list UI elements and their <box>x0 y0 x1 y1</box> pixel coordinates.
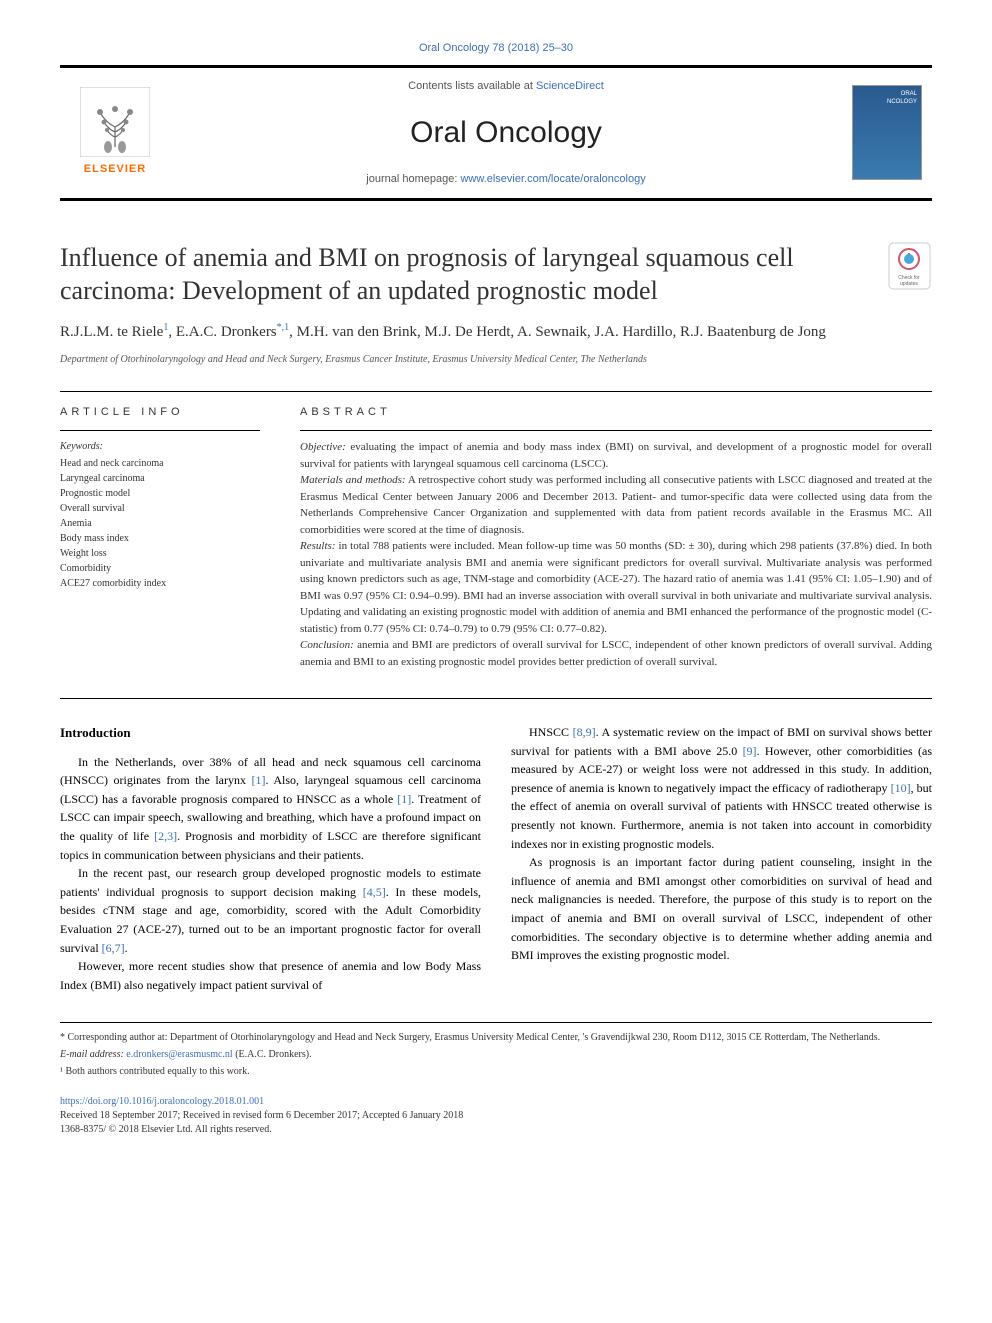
journal-reference: Oral Oncology 78 (2018) 25–30 <box>60 40 932 57</box>
intro-text-left: In the Netherlands, over 38% of all head… <box>60 753 481 995</box>
keyword-item: Head and neck carcinoma <box>60 456 260 471</box>
footnotes: * Corresponding author at: Department of… <box>60 1022 932 1079</box>
journal-cover-thumbnail <box>842 68 932 198</box>
email-link[interactable]: e.dronkers@erasmusmc.nl <box>126 1049 232 1060</box>
abstract-body: Objective: evaluating the impact of anem… <box>300 439 932 670</box>
journal-header: ELSEVIER Contents lists available at Sci… <box>60 65 932 201</box>
email-label: E-mail address: <box>60 1049 126 1060</box>
info-divider <box>60 430 260 431</box>
abstract-divider <box>300 430 932 431</box>
article-info-heading: ARTICLE INFO <box>60 404 260 421</box>
elsevier-text: ELSEVIER <box>84 161 146 178</box>
contents-available-text: Contents lists available at ScienceDirec… <box>170 78 842 95</box>
keyword-item: Prognostic model <box>60 486 260 501</box>
homepage-prefix: journal homepage: <box>366 173 460 185</box>
journal-homepage: journal homepage: www.elsevier.com/locat… <box>170 171 842 188</box>
affiliation: Department of Otorhinolaryngology and He… <box>60 352 932 367</box>
body-columns: Introduction In the Netherlands, over 38… <box>60 723 932 994</box>
keyword-item: Overall survival <box>60 501 260 516</box>
keyword-item: ACE27 comorbidity index <box>60 576 260 591</box>
keywords-label: Keywords: <box>60 439 260 454</box>
homepage-link[interactable]: www.elsevier.com/locate/oraloncology <box>460 173 645 185</box>
elsevier-tree-icon <box>80 87 150 157</box>
journal-title: Oral Oncology <box>170 110 842 155</box>
header-center: Contents lists available at ScienceDirec… <box>170 68 842 198</box>
doi-link[interactable]: https://doi.org/10.1016/j.oraloncology.2… <box>60 1096 264 1107</box>
keyword-item: Comorbidity <box>60 561 260 576</box>
received-dates: Received 18 September 2017; Received in … <box>60 1110 463 1121</box>
column-right: HNSCC [8,9]. A systematic review on the … <box>511 723 932 994</box>
keyword-item: Anemia <box>60 516 260 531</box>
introduction-heading: Introduction <box>60 723 481 743</box>
abstract-heading: ABSTRACT <box>300 404 932 421</box>
copyright: 1368-8375/ © 2018 Elsevier Ltd. All righ… <box>60 1124 272 1135</box>
check-updates-icon[interactable]: Check for updates <box>887 241 932 291</box>
info-abstract-row: ARTICLE INFO Keywords: Head and neck car… <box>60 404 932 671</box>
elsevier-logo: ELSEVIER <box>60 68 170 198</box>
doi-block: https://doi.org/10.1016/j.oraloncology.2… <box>60 1095 932 1137</box>
svg-text:updates: updates <box>900 281 918 287</box>
email-suffix: (E.A.C. Dronkers). <box>233 1049 312 1060</box>
sciencedirect-link[interactable]: ScienceDirect <box>536 80 604 92</box>
intro-text-right: HNSCC [8,9]. A systematic review on the … <box>511 723 932 965</box>
keyword-item: Laryngeal carcinoma <box>60 471 260 486</box>
email-line: E-mail address: e.dronkers@erasmusmc.nl … <box>60 1048 932 1062</box>
abstract-section: ABSTRACT Objective: evaluating the impac… <box>300 404 932 671</box>
column-left: Introduction In the Netherlands, over 38… <box>60 723 481 994</box>
keyword-item: Weight loss <box>60 546 260 561</box>
authors-list: R.J.L.M. te Riele1, E.A.C. Dronkers*,1, … <box>60 320 932 344</box>
article-title: Influence of anemia and BMI on prognosis… <box>60 241 867 309</box>
corresponding-author: * Corresponding author at: Department of… <box>60 1031 932 1045</box>
keyword-item: Body mass index <box>60 531 260 546</box>
keywords-list: Head and neck carcinomaLaryngeal carcino… <box>60 456 260 591</box>
divider-bottom <box>60 698 932 699</box>
contents-prefix: Contents lists available at <box>408 80 536 92</box>
cover-image <box>852 85 922 180</box>
divider-top <box>60 391 932 392</box>
equal-contribution: ¹ Both authors contributed equally to th… <box>60 1065 932 1079</box>
title-row: Influence of anemia and BMI on prognosis… <box>60 241 932 309</box>
article-info: ARTICLE INFO Keywords: Head and neck car… <box>60 404 260 671</box>
